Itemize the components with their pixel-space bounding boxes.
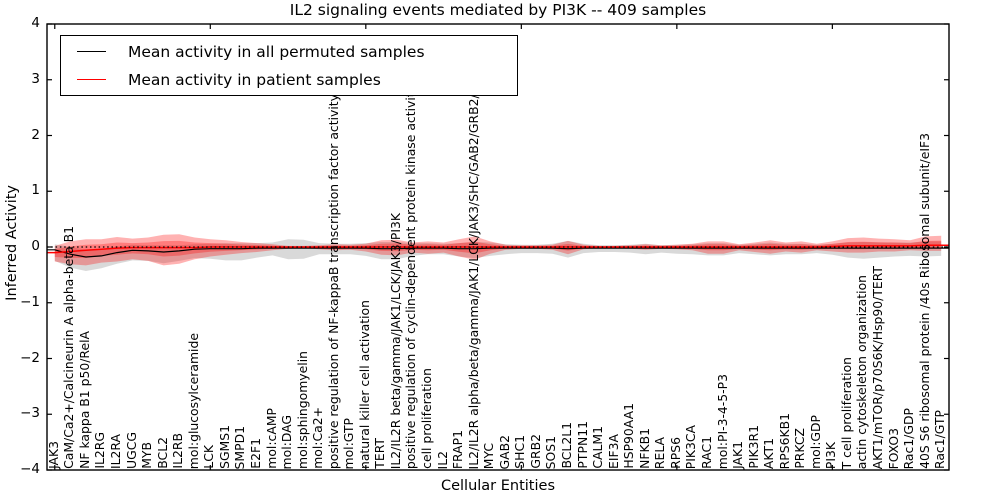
patient-band-inner [54,240,942,258]
legend-item-permuted: Mean activity in all permuted samples [61,38,517,66]
y-tick-label: 2 [31,126,40,143]
y-tick-label: 0 [31,238,40,254]
chart-title: IL2 signaling events mediated by PI3K --… [289,1,707,19]
legend-label-permuted: Mean activity in all permuted samples [128,42,425,61]
permuted-line-swatch [77,51,106,52]
legend-item-patient: Mean activity in patient samples [61,66,517,94]
legend-label-patient: Mean activity in patient samples [128,70,381,89]
patient-line-swatch [77,79,106,80]
patient-band-outer [54,234,942,266]
y-axis-label: Inferred Activity [4,185,20,301]
y-tick-label: −1 [20,293,40,310]
y-tick-label: 3 [31,70,40,87]
legend-box: Mean activity in all permuted samples Me… [60,35,518,96]
x-axis-label: Cellular Entities [440,478,556,494]
y-tick-label: 4 [31,15,40,31]
permuted-mean-line [47,247,949,258]
y-tick-label: 1 [31,182,40,199]
y-tick-label: −3 [20,405,40,422]
y-tick-label: −4 [20,461,40,477]
y-tick-label: −2 [20,349,40,366]
